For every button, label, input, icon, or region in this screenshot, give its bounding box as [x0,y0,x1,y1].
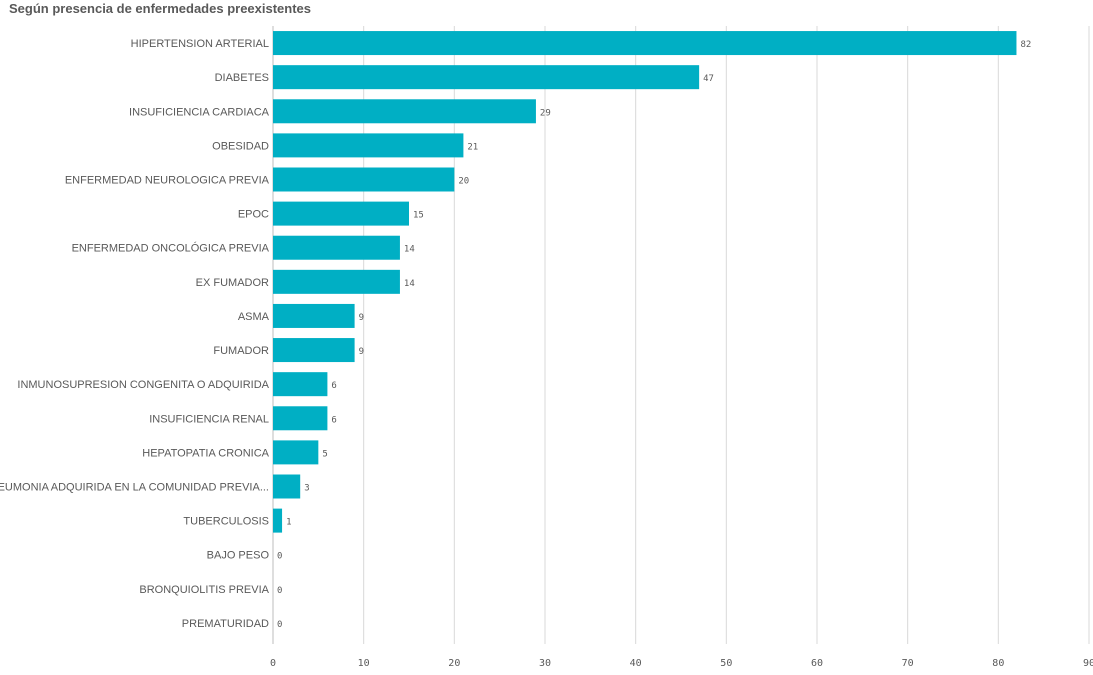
bar-10[interactable] [273,372,328,397]
chart-title: Según presencia de enfermedades preexist… [9,1,312,16]
value-label-1: 47 [703,74,714,84]
bar-4[interactable] [273,167,455,192]
bar-14[interactable] [273,508,283,533]
category-label-11: INSUFICIENCIA RENAL [149,413,269,425]
x-tick-label-10: 10 [358,658,370,669]
category-label-5: EPOC [238,209,269,221]
value-label-17: 0 [277,620,282,630]
grid-lines [272,26,1090,644]
bars [273,31,1017,533]
category-label-3: OBESIDAD [212,140,269,152]
category-label-16: BRONQUIOLITIS PREVIA [139,584,269,596]
bar-6[interactable] [273,235,400,260]
x-tick-label-0: 0 [270,658,276,669]
bar-12[interactable] [273,440,319,465]
category-label-9: FUMADOR [213,345,269,357]
value-label-2: 29 [540,108,551,118]
category-label-15: BAJO PESO [207,550,270,562]
value-label-9: 9 [359,347,364,357]
category-label-13: NEUMONIA ADQUIRIDA EN LA COMUNIDAD PREVI… [0,482,269,494]
category-label-4: ENFERMEDAD NEUROLOGICA PREVIA [65,175,270,187]
value-label-13: 3 [304,484,309,494]
value-label-5: 15 [413,211,424,221]
category-label-1: DIABETES [215,72,269,84]
category-label-14: TUBERCULOSIS [183,516,269,528]
x-tick-label-20: 20 [448,658,460,669]
bar-11[interactable] [273,406,328,431]
x-tick-label-50: 50 [720,658,732,669]
category-label-12: HEPATOPATIA CRONICA [142,447,269,459]
category-label-6: ENFERMEDAD ONCOLÓGICA PREVIA [72,242,270,255]
bar-5[interactable] [273,201,409,226]
x-tick-label-90: 90 [1083,658,1093,669]
bar-7[interactable] [273,269,400,294]
value-label-16: 0 [277,586,282,596]
value-label-0: 82 [1020,40,1031,50]
value-label-14: 1 [286,518,291,528]
value-label-4: 20 [458,177,469,187]
bar-3[interactable] [273,133,464,158]
category-labels: HIPERTENSION ARTERIAL DIABETES INSUFICIENC… [0,38,270,630]
x-tick-label-70: 70 [902,658,914,669]
category-label-17: PREMATURIDAD [182,618,269,630]
value-label-12: 5 [322,449,327,459]
bar-8[interactable] [273,303,355,328]
value-labels: 82 47 29 21 20 15 14 14 9 9 6 6 5 3 1 0 0 0 [277,40,1031,630]
x-axis-ticks: 0 10 20 30 40 50 60 70 80 90 [270,658,1093,669]
value-label-3: 21 [467,142,478,152]
bar-9[interactable] [273,338,355,363]
value-label-6: 14 [404,245,415,255]
category-label-7: EX FUMADOR [196,277,269,289]
bar-13[interactable] [273,474,301,499]
bar-2[interactable] [273,99,536,124]
value-label-10: 6 [331,381,336,391]
value-label-11: 6 [331,415,336,425]
category-label-8: ASMA [238,311,270,323]
bar-0[interactable] [273,31,1017,56]
value-label-15: 0 [277,552,282,562]
x-tick-label-40: 40 [630,658,642,669]
x-tick-label-60: 60 [811,658,823,669]
category-label-10: INMUNOSUPRESION CONGENITA O ADQUIRIDA [17,379,269,391]
x-tick-label-30: 30 [539,658,551,669]
category-label-2: INSUFICIENCIA CARDIACA [129,106,270,118]
category-label-0: HIPERTENSION ARTERIAL [131,38,269,50]
x-tick-label-80: 80 [992,658,1004,669]
value-label-7: 14 [404,279,415,289]
bar-1[interactable] [273,65,700,90]
value-label-8: 9 [359,313,364,323]
